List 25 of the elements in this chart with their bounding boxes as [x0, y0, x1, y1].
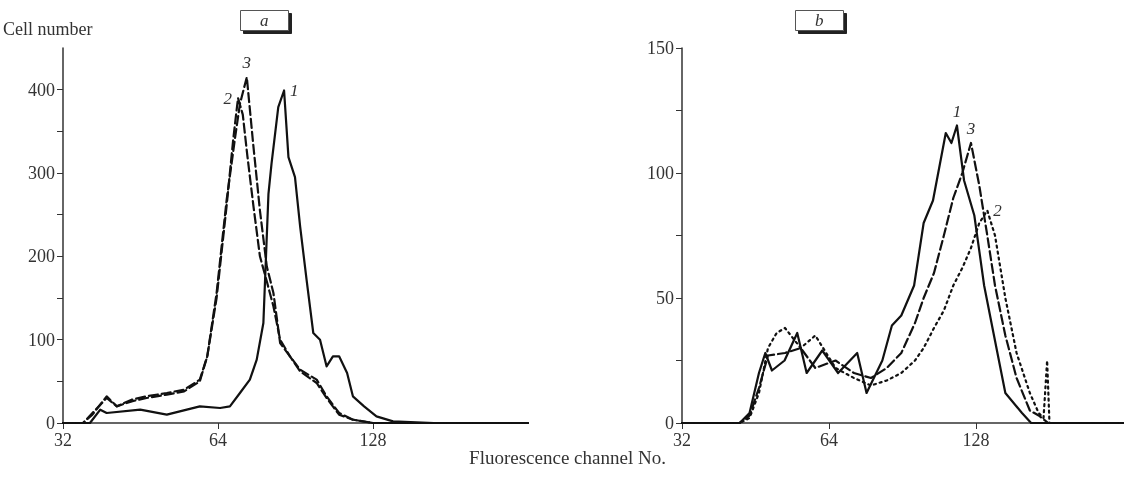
x-tick-label: 128: [962, 430, 990, 450]
y-tick-label: 150: [647, 38, 674, 58]
y-tick-label: 200: [28, 246, 55, 267]
x-tick-label: 64: [209, 430, 227, 450]
series-label: 2: [993, 201, 1003, 220]
x-tick-label: 128: [359, 430, 387, 450]
series-label: 3: [241, 53, 252, 73]
x-tick-label: 32: [54, 430, 72, 450]
x-tick-label: 32: [673, 430, 691, 450]
y-tick-label: 0: [46, 413, 55, 433]
x-axis-title: Fluorescence channel No.: [469, 447, 666, 468]
y-axis-title: Cell number: [3, 19, 93, 39]
y-tick-label: 300: [28, 163, 55, 183]
y-tick-label: 0: [665, 413, 674, 433]
series-label: 2: [223, 88, 233, 108]
y-tick-label: 400: [28, 79, 55, 100]
chart-title: b: [815, 11, 824, 30]
series-label: 1: [290, 81, 299, 100]
series-label: 1: [952, 101, 962, 121]
x-tick-label: 64: [820, 430, 838, 450]
y-tick-label: 50: [656, 288, 674, 308]
chart-title: a: [260, 11, 269, 30]
series-label: 3: [965, 119, 976, 138]
y-tick-label: 100: [28, 329, 55, 350]
y-tick-label: 100: [647, 163, 674, 183]
